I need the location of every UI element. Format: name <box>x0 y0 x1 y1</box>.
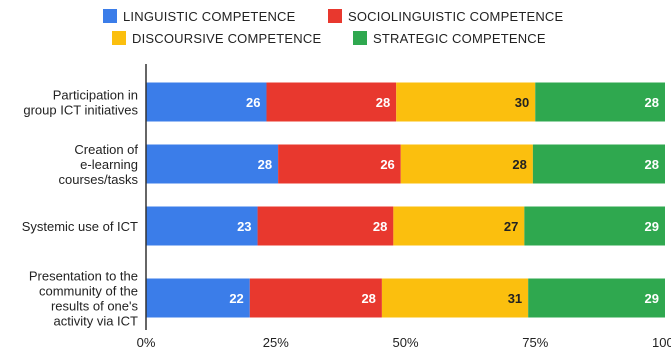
bar-segment <box>257 206 394 246</box>
x-tick-label: 75% <box>522 335 548 350</box>
legend-label: SOCIOLINGUISTIC COMPETENCE <box>348 9 564 24</box>
bar-segment <box>528 278 665 318</box>
bars: 26 28 30 28 28 26 28 28 23 28 27 29 22 28 31 29 <box>146 82 665 318</box>
category-label-line: activity via ICT <box>53 314 138 329</box>
bar-segment <box>393 206 525 246</box>
bar-value-label: 22 <box>229 291 243 306</box>
legend-item: DISCOURSIVE COMPETENCE <box>112 31 321 46</box>
category-label-line: Participation in <box>53 88 138 103</box>
bar-segment <box>249 278 382 318</box>
category-label-line: community of the <box>39 284 138 299</box>
bar-value-label: 28 <box>376 95 390 110</box>
bar-segment <box>532 144 665 184</box>
bar-segment <box>381 278 529 318</box>
bar-value-label: 31 <box>508 291 522 306</box>
legend: LINGUISTIC COMPETENCE SOCIOLINGUISTIC COM… <box>103 9 564 46</box>
bar-row: 26 28 30 28 <box>146 82 665 122</box>
bar-segment <box>146 144 279 184</box>
category-label-line: results of one's <box>51 299 139 314</box>
legend-label: STRATEGIC COMPETENCE <box>373 31 546 46</box>
bar-value-label: 23 <box>237 219 251 234</box>
bar-segment <box>400 144 533 184</box>
legend-label: DISCOURSIVE COMPETENCE <box>132 31 321 46</box>
category-label-line: group ICT initiatives <box>23 103 138 118</box>
bar-segment <box>146 206 258 246</box>
bar-row: 23 28 27 29 <box>146 206 665 246</box>
category-label-line: Systemic use of ICT <box>22 219 138 234</box>
category-label-line: courses/tasks <box>59 172 139 187</box>
legend-swatch <box>328 9 342 23</box>
category-label-line: Presentation to the <box>29 269 138 284</box>
legend-label: LINGUISTIC COMPETENCE <box>123 9 296 24</box>
bar-row: 22 28 31 29 <box>146 278 665 318</box>
bar-segment <box>524 206 665 246</box>
legend-item: LINGUISTIC COMPETENCE <box>103 9 296 24</box>
bar-value-label: 30 <box>515 95 529 110</box>
category-label-line: Creation of <box>74 142 138 157</box>
bar-segment <box>535 82 665 122</box>
category-label-line: e-learning <box>80 157 138 172</box>
legend-swatch <box>353 31 367 45</box>
x-tick-label: 0% <box>137 335 156 350</box>
bar-segment <box>266 82 397 122</box>
bar-value-label: 29 <box>645 219 659 234</box>
bar-value-label: 28 <box>512 157 526 172</box>
legend-item: STRATEGIC COMPETENCE <box>353 31 546 46</box>
bar-value-label: 29 <box>645 291 659 306</box>
x-tick-label: 100% <box>652 335 671 350</box>
legend-swatch <box>112 31 126 45</box>
bar-value-label: 28 <box>645 95 659 110</box>
category-label: Systemic use of ICT <box>22 219 138 234</box>
bar-row: 28 26 28 28 <box>146 144 665 184</box>
x-axis-ticks: 0% 25% 50% 75% 100% <box>137 335 671 350</box>
bar-value-label: 28 <box>373 219 387 234</box>
bar-segment <box>278 144 401 184</box>
legend-item: SOCIOLINGUISTIC COMPETENCE <box>328 9 564 24</box>
bar-value-label: 26 <box>380 157 394 172</box>
x-tick-label: 25% <box>263 335 289 350</box>
bar-value-label: 28 <box>258 157 272 172</box>
bar-value-label: 28 <box>361 291 375 306</box>
bar-segment <box>146 82 267 122</box>
bar-value-label: 28 <box>645 157 659 172</box>
x-tick-label: 50% <box>392 335 418 350</box>
bar-value-label: 26 <box>246 95 260 110</box>
bar-segment <box>146 278 250 318</box>
bar-segment <box>396 82 536 122</box>
legend-swatch <box>103 9 117 23</box>
bar-value-label: 27 <box>504 219 518 234</box>
